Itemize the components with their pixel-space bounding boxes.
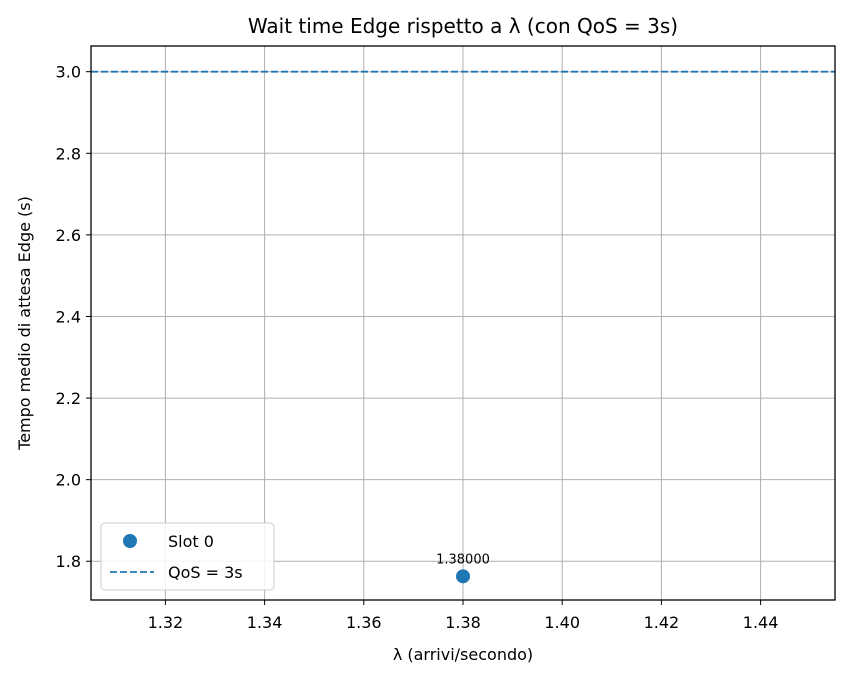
y-tick-label: 2.6 [56,226,81,245]
legend: Slot 0 QoS = 3s [100,522,275,591]
y-axis-title: Tempo medio di attesa Edge (s) [15,196,34,451]
x-tick-label: 1.34 [247,613,283,632]
y-tick-label: 2.2 [56,389,81,408]
data-point-label: 1.38000 [436,552,490,567]
data-point [456,569,470,584]
y-tick-label: 2.8 [56,144,81,163]
x-tick-label: 1.40 [544,613,580,632]
x-tick-label: 1.36 [346,613,382,632]
legend-marker-slot-0 [123,534,137,548]
legend-box [100,522,275,591]
y-tick-label: 2.4 [56,307,81,326]
data-points: 1.38000 [436,552,490,584]
x-tick-label: 1.42 [644,613,680,632]
legend-label-slot-0: Slot 0 [168,532,214,551]
y-axis-ticks: 1.8 2.0 2.2 2.4 2.6 2.8 3.0 [56,63,91,571]
x-axis-title: λ (arrivi/secondo) [393,645,533,664]
y-tick-label: 2.0 [56,471,81,490]
x-tick-label: 1.32 [148,613,184,632]
y-tick-label: 1.8 [56,552,81,571]
legend-label-qos: QoS = 3s [168,563,243,582]
x-axis-ticks: 1.32 1.34 1.36 1.38 1.40 1.42 1.44 [148,600,779,632]
y-tick-label: 3.0 [56,63,81,82]
chart-title: Wait time Edge rispetto a λ (con QoS = 3… [248,14,678,38]
x-tick-label: 1.38 [445,613,481,632]
x-tick-label: 1.44 [743,613,779,632]
